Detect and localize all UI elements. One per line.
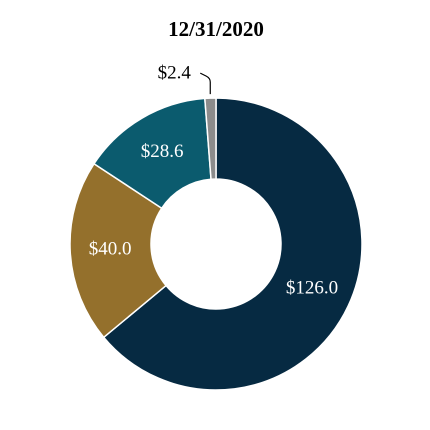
value-label: $2.4 <box>158 62 192 83</box>
leader-line <box>199 72 211 95</box>
donut-slice <box>93 97 212 210</box>
donut-slice <box>69 162 168 339</box>
donut-slice <box>102 97 363 391</box>
chart-title: 12/31/2020 <box>168 17 264 41</box>
value-label: $40.0 <box>89 238 132 259</box>
value-label: $126.0 <box>286 277 338 298</box>
donut-slice <box>204 97 217 180</box>
value-label: $28.6 <box>141 141 184 162</box>
